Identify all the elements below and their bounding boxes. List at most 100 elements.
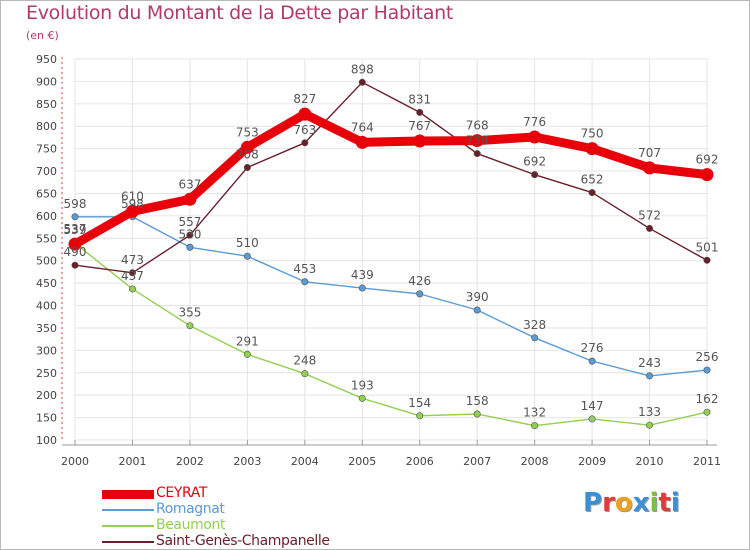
data-label-saint-genes-champanelle: 763 bbox=[293, 123, 316, 137]
data-label-saint-genes-champanelle: 831 bbox=[408, 92, 431, 106]
data-point-ceyrat bbox=[68, 237, 82, 251]
logo-letter: i bbox=[670, 488, 680, 518]
y-tick-label: 450 bbox=[36, 277, 57, 290]
data-point-saint-genes-champanelle bbox=[186, 231, 194, 239]
data-label-ceyrat: 692 bbox=[696, 153, 719, 167]
series-line-ceyrat bbox=[70, 109, 712, 249]
data-label-romagnat: 390 bbox=[466, 290, 489, 304]
data-point-beaumont bbox=[416, 412, 424, 420]
data-point-romagnat bbox=[358, 284, 366, 292]
data-point-beaumont bbox=[128, 285, 136, 293]
data-label-ceyrat: 768 bbox=[466, 119, 489, 133]
x-tick-label: 2003 bbox=[233, 455, 261, 468]
legend-swatch bbox=[102, 541, 154, 543]
data-point-ceyrat bbox=[413, 134, 427, 148]
data-label-romagnat: 530 bbox=[178, 227, 201, 241]
data-label-saint-genes-champanelle: 692 bbox=[523, 155, 546, 169]
y-tick-label: 250 bbox=[36, 367, 57, 380]
data-point-romagnat bbox=[243, 252, 251, 260]
data-label-beaumont: 248 bbox=[293, 354, 316, 368]
data-point-ceyrat bbox=[643, 161, 657, 175]
logo-letter: o bbox=[614, 488, 633, 518]
data-label-saint-genes-champanelle: 708 bbox=[236, 147, 259, 161]
data-point-ceyrat bbox=[355, 135, 369, 149]
x-tick-label: 2000 bbox=[61, 455, 89, 468]
data-label-ceyrat: 753 bbox=[236, 125, 259, 139]
data-label-ceyrat: 637 bbox=[178, 177, 201, 191]
data-label-saint-genes-champanelle: 898 bbox=[351, 62, 374, 76]
data-label-ceyrat: 827 bbox=[293, 92, 316, 106]
x-tick-label: 2002 bbox=[176, 455, 204, 468]
x-tick-label: 2011 bbox=[693, 455, 721, 468]
data-label-beaumont: 355 bbox=[178, 306, 201, 320]
data-point-saint-genes-champanelle bbox=[71, 261, 79, 269]
data-label-romagnat: 426 bbox=[408, 274, 431, 288]
y-tick-label: 700 bbox=[36, 165, 57, 178]
logo-letter: P bbox=[583, 488, 603, 518]
data-point-saint-genes-champanelle bbox=[703, 256, 711, 264]
x-tick-label: 2005 bbox=[348, 455, 376, 468]
data-label-romagnat: 276 bbox=[581, 341, 604, 355]
series-line-beaumont bbox=[74, 242, 708, 427]
y-tick-label: 200 bbox=[36, 389, 57, 402]
data-point-romagnat bbox=[71, 213, 79, 221]
data-label-ceyrat: 776 bbox=[523, 115, 546, 129]
legend-swatch bbox=[102, 489, 154, 499]
data-point-romagnat bbox=[186, 243, 194, 251]
x-tick-label: 2010 bbox=[636, 455, 664, 468]
data-label-romagnat: 510 bbox=[236, 236, 259, 250]
data-label-romagnat: 439 bbox=[351, 268, 374, 282]
x-tick-label: 2001 bbox=[118, 455, 146, 468]
legend-item-saint-genes-champanelle: Saint-Genès-Champanelle bbox=[102, 533, 402, 550]
y-tick-label: 850 bbox=[36, 98, 57, 111]
data-point-romagnat bbox=[416, 290, 424, 298]
data-label-romagnat: 453 bbox=[293, 262, 316, 276]
data-point-ceyrat bbox=[700, 168, 714, 182]
data-point-saint-genes-champanelle bbox=[473, 150, 481, 158]
data-point-beaumont bbox=[186, 322, 194, 330]
legend-label: CEYRAT bbox=[156, 485, 207, 501]
y-tick-label: 300 bbox=[36, 344, 57, 357]
data-point-ceyrat bbox=[298, 107, 312, 121]
data-label-ceyrat: 537 bbox=[64, 222, 87, 236]
data-label-ceyrat: 767 bbox=[408, 119, 431, 133]
data-label-romagnat: 598 bbox=[121, 197, 144, 211]
x-tick-label: 2009 bbox=[578, 455, 606, 468]
data-label-beaumont: 162 bbox=[696, 392, 719, 406]
data-label-beaumont: 133 bbox=[638, 405, 661, 419]
data-point-saint-genes-champanelle bbox=[588, 189, 596, 197]
data-label-romagnat: 328 bbox=[523, 318, 546, 332]
legend-item-beaumont: Beaumont bbox=[102, 517, 402, 534]
data-point-romagnat bbox=[531, 334, 539, 342]
data-label-beaumont: 154 bbox=[408, 396, 431, 410]
logo-letter: r bbox=[602, 488, 615, 518]
proxiti-logo: Proxiti bbox=[583, 488, 680, 518]
data-label-beaumont: 437 bbox=[121, 269, 144, 283]
data-point-beaumont bbox=[243, 350, 251, 358]
data-point-ceyrat bbox=[125, 204, 139, 218]
data-point-beaumont bbox=[703, 408, 711, 416]
data-point-beaumont bbox=[531, 422, 539, 430]
data-point-romagnat bbox=[588, 357, 596, 365]
data-point-romagnat bbox=[703, 366, 711, 374]
data-point-beaumont bbox=[301, 370, 309, 378]
x-tick-label: 2007 bbox=[463, 455, 491, 468]
data-point-saint-genes-champanelle bbox=[531, 171, 539, 179]
data-point-beaumont bbox=[473, 410, 481, 418]
y-tick-label: 500 bbox=[36, 255, 57, 268]
data-label-ceyrat: 707 bbox=[638, 146, 661, 160]
data-point-ceyrat bbox=[183, 192, 197, 206]
y-tick-label: 900 bbox=[36, 75, 57, 88]
data-label-saint-genes-champanelle: 557 bbox=[178, 215, 201, 229]
data-point-beaumont bbox=[646, 421, 654, 429]
logo-letter: x bbox=[632, 488, 650, 518]
data-label-romagnat: 243 bbox=[638, 356, 661, 370]
data-label-beaumont: 132 bbox=[523, 406, 546, 420]
data-label-romagnat: 256 bbox=[696, 350, 719, 364]
y-tick-label: 350 bbox=[36, 322, 57, 335]
legend-item-ceyrat: CEYRAT bbox=[102, 485, 402, 502]
data-label-romagnat: 598 bbox=[64, 197, 87, 211]
y-tick-label: 150 bbox=[36, 412, 57, 425]
y-tick-label: 100 bbox=[36, 434, 57, 447]
